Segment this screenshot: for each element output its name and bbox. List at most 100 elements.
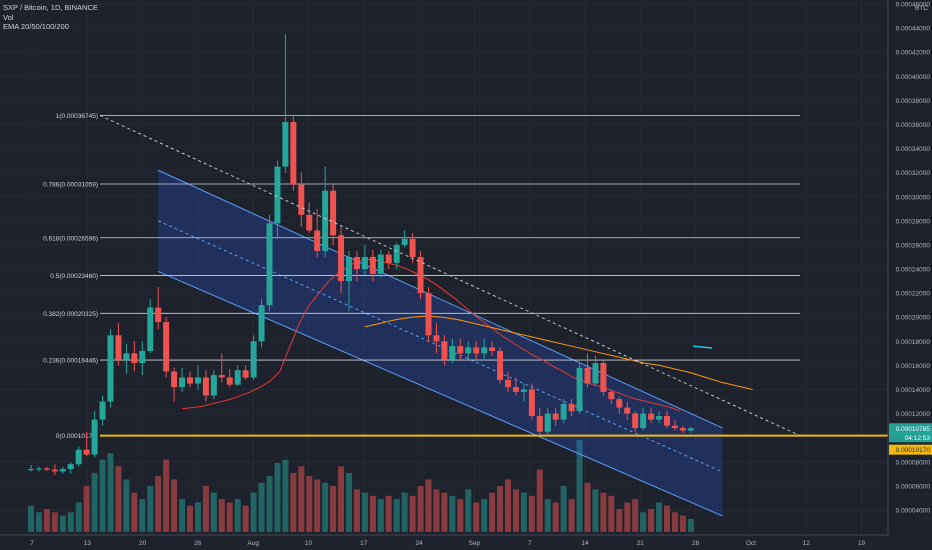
volume-bars [28, 440, 694, 532]
volume-bar [632, 499, 639, 532]
candle-body [640, 413, 647, 429]
time-tick-label: 12 [803, 540, 811, 547]
price-tick-label: 0.00008000 [896, 459, 931, 466]
volume-bar [409, 495, 416, 532]
volume-bar [346, 472, 352, 532]
time-tick-label: 7 [528, 540, 532, 547]
candle-body [489, 347, 496, 351]
candle-body [28, 469, 34, 471]
volume-bar [107, 453, 114, 532]
volume-bar [99, 459, 106, 532]
candle-body [671, 425, 678, 429]
candle-body [425, 293, 432, 336]
time-tick-label: 26 [194, 540, 202, 547]
volume-bar [163, 459, 170, 532]
volume-bar [330, 486, 337, 532]
candle-body [43, 468, 50, 470]
candle-body [147, 307, 154, 351]
candle-body [99, 401, 106, 420]
price-tick-label: 0.00044000 [896, 26, 931, 33]
volume-bar [314, 479, 321, 532]
descending-channel[interactable] [157, 169, 723, 517]
price-tag-bg [889, 423, 932, 434]
candles [28, 34, 694, 476]
candle-body [377, 254, 384, 274]
currency-label: BTC [915, 5, 928, 12]
volume-bar [242, 505, 249, 532]
volume-bar [624, 502, 631, 532]
candle-body [536, 416, 543, 432]
fib-level-label: 0.618(0.00026596) [43, 235, 98, 242]
volume-bar [568, 499, 575, 532]
price-tick-label: 0.00040000 [896, 74, 931, 81]
volume-bar [385, 495, 392, 532]
candle-body [75, 449, 82, 465]
price-tick-label: 0.00016000 [896, 363, 931, 370]
volume-bar [473, 502, 480, 532]
symbol-title[interactable]: SXP / Bitcoin, 1D, BINANCE [3, 3, 98, 12]
price-tag-text: 0.00010785 [896, 426, 931, 433]
volume-bar [171, 479, 178, 532]
volume-label[interactable]: Vol [3, 12, 14, 22]
candle-body [115, 335, 122, 360]
volume-bar [59, 515, 66, 532]
candle-body [322, 190, 329, 251]
channel-mid-line [157, 220, 723, 473]
candle-body [393, 244, 400, 264]
price-tick-label: 0.00024000 [896, 267, 931, 274]
volume-bar [536, 469, 543, 532]
volume-bar [497, 486, 504, 532]
fibonacci-retracement[interactable]: 1(0.00036745) 0.786(0.00031059) 0.618(0.00… [43, 113, 888, 440]
time-tick-label: 28 [692, 540, 700, 547]
price-tick-label: 0.00030000 [896, 194, 931, 201]
volume-bar [338, 466, 345, 532]
candle-body [624, 407, 631, 414]
time-axis[interactable]: 7 13 20 26 Aug 10 17 24 Sep 7 14 21 28 Oct 12 19 [0, 534, 888, 547]
time-tick-label: 24 [415, 540, 423, 547]
volume-bar [83, 486, 90, 532]
volume-bar [28, 505, 34, 532]
candle-body [417, 257, 424, 294]
candle-body [568, 403, 575, 412]
volume-bar [648, 509, 655, 532]
candle-body [584, 367, 591, 384]
volume-bar [489, 492, 496, 532]
candle-body [274, 166, 281, 224]
volume-bar [210, 492, 217, 532]
candle-body [481, 347, 488, 354]
candle-body [505, 379, 511, 388]
volume-bar [75, 502, 82, 532]
volume-bar [401, 492, 408, 532]
volume-bar [528, 495, 535, 532]
volume-bar [361, 492, 368, 532]
volume-bar [664, 505, 670, 532]
candle-body [314, 230, 321, 251]
volume-bar [306, 476, 313, 532]
candle-body [361, 257, 368, 270]
volume-bar [465, 489, 472, 532]
volume-bar [457, 499, 464, 532]
volume-bar [322, 482, 329, 532]
volume-bar [266, 476, 273, 532]
price-tick-label: 0.00006000 [896, 483, 931, 490]
drawings[interactable] [99, 115, 801, 437]
fib-level-label: 1(0.00036745) [56, 113, 98, 120]
volume-bar [425, 479, 432, 532]
candle-body [608, 391, 615, 400]
candle-body [202, 377, 209, 396]
candle-body [648, 413, 655, 420]
volume-bar [481, 499, 488, 532]
volume-bar [679, 515, 686, 532]
ema-label[interactable]: EMA 20/50/100/200 [3, 22, 69, 31]
candle-body [298, 184, 305, 215]
volume-bar [250, 492, 257, 532]
volume-bar [369, 495, 376, 532]
volume-bar [687, 518, 694, 532]
volume-bar [234, 499, 241, 532]
price-tag-bg [889, 432, 932, 443]
volume-bar [226, 502, 233, 532]
volume-bar [608, 495, 615, 532]
volume-bar [115, 466, 122, 532]
